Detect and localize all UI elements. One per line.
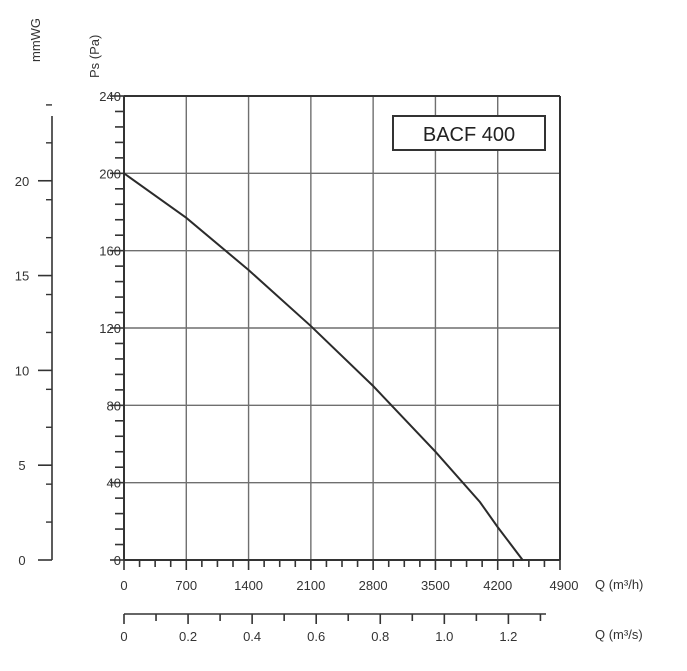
mmwg-tick-label: 10 (15, 363, 29, 378)
ps-tick-label: 0 (114, 553, 121, 568)
mmwg-tick-label: 15 (15, 269, 29, 284)
x2-tick-label: 0.4 (243, 629, 261, 644)
model-label: BACF 400 (423, 124, 515, 146)
x-axis-label-m3h: Q (m³/h) (595, 577, 643, 592)
x-tick-label: 4200 (483, 578, 512, 593)
grid-lines (124, 96, 560, 560)
ps-tick-label: 200 (99, 166, 121, 181)
model-label-box (392, 115, 546, 151)
x2-tick-label: 0.8 (371, 629, 389, 644)
ps-tick-label: 160 (99, 244, 121, 259)
ps-tick-label: 80 (107, 398, 121, 413)
mmwg-tick-label: 0 (18, 553, 25, 568)
ps-axis-label: Ps (Pa) (87, 35, 102, 78)
ps-tick-label: 120 (99, 321, 121, 336)
flow-m3h-axis: 0 700 1400 2100 2800 3500 4200 4900 (120, 560, 578, 593)
x2-tick-label: 0.6 (307, 629, 325, 644)
ps-axis: 0 40 80 120 160 200 240 (99, 89, 124, 568)
series-line (123, 172, 524, 561)
mmwg-tick-label: 5 (18, 458, 25, 473)
mmwg-axis-label: mmWG (28, 18, 43, 62)
x2-tick-label: 0.2 (179, 629, 197, 644)
x-tick-label: 2100 (296, 578, 325, 593)
flow-m3s-axis: 0 0.2 0.4 0.6 0.8 1.0 1.2 (120, 613, 546, 644)
x-axis-label-m3s: Q (m³/s) (595, 627, 643, 642)
x-tick-label: 2800 (359, 578, 388, 593)
mmwg-tick-label: 20 (15, 174, 29, 189)
ps-tick-label: 240 (99, 89, 121, 104)
x-tick-label: 1400 (234, 578, 263, 593)
x2-tick-label: 1.0 (435, 629, 453, 644)
x-tick-label: 3500 (421, 578, 450, 593)
x2-tick-label: 1.2 (499, 629, 517, 644)
mmwg-axis: 0 5 10 15 20 (15, 104, 53, 568)
x-tick-label-end: 4900 (550, 578, 579, 593)
series-group (123, 172, 524, 561)
x2-tick-label: 0 (120, 629, 127, 644)
x-tick-label: 700 (175, 578, 197, 593)
ps-tick-label: 40 (107, 476, 121, 491)
x-tick-label: 0 (120, 578, 127, 593)
